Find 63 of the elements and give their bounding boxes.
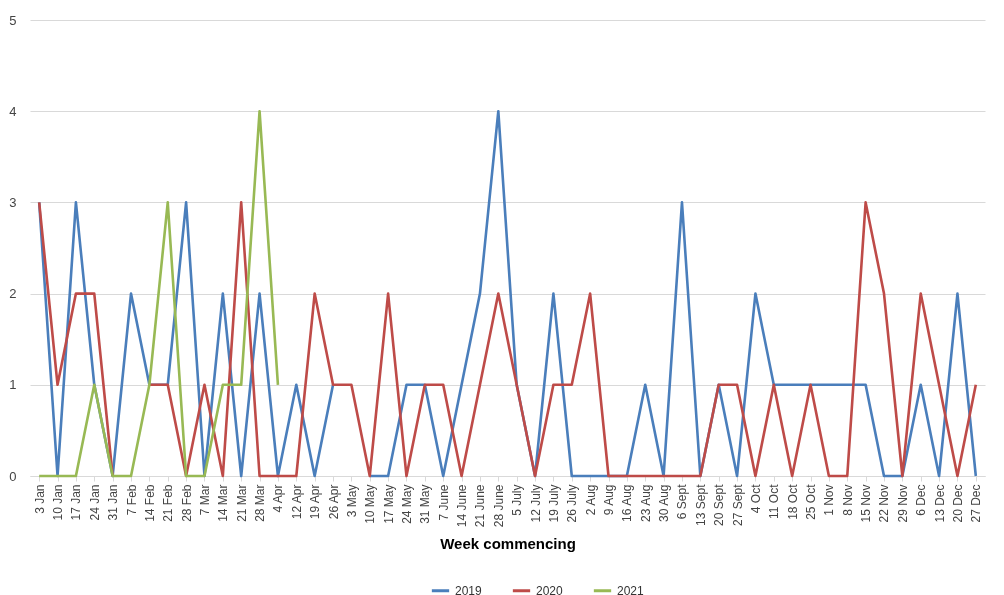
x-tick-label: 23 Aug bbox=[638, 484, 653, 522]
x-tick-label: 10 May bbox=[363, 484, 378, 524]
x-tick-label: 9 Aug bbox=[602, 484, 617, 516]
line-series bbox=[37, 109, 280, 478]
x-tick-label: 28 June bbox=[491, 484, 506, 528]
x-tick-label: 4 Apr bbox=[271, 484, 286, 513]
y-tick-label: 3 bbox=[9, 194, 17, 210]
x-tick-label: 12 Apr bbox=[289, 484, 304, 520]
x-tick-label: 27 Sept bbox=[730, 483, 745, 526]
x-tick-label: 21 Feb bbox=[161, 484, 176, 522]
x-tick-label: 26 Apr bbox=[326, 484, 341, 520]
x-tick-label: 15 Nov bbox=[859, 484, 874, 523]
x-tick-label: 17 Jan bbox=[69, 484, 84, 521]
x-tick-label: 24 May bbox=[399, 484, 414, 524]
y-tick-label: 0 bbox=[9, 468, 17, 484]
x-tick-label: 8 Nov bbox=[840, 484, 855, 516]
x-tick-label: 14 Feb bbox=[142, 484, 157, 522]
y-tick-label: 2 bbox=[9, 286, 17, 302]
y-tick-label: 4 bbox=[9, 103, 17, 119]
legend-label: 2019 bbox=[455, 583, 483, 595]
x-tick-label: 6 Sept bbox=[675, 483, 690, 520]
x-tick-label: 5 July bbox=[510, 484, 525, 516]
x-tick-label: 17 May bbox=[381, 484, 396, 524]
x-tick-label: 22 Nov bbox=[877, 484, 892, 523]
y-tick-label: 5 bbox=[9, 12, 17, 28]
x-tick-label: 24 Jan bbox=[87, 484, 102, 521]
y-tick-label: 1 bbox=[9, 377, 17, 393]
legend-label: 2021 bbox=[617, 583, 645, 595]
x-tick-label: 13 Dec bbox=[932, 484, 947, 523]
x-tick-label: 1 Nov bbox=[822, 484, 837, 516]
x-tick-label: 26 July bbox=[565, 484, 580, 523]
x-tick-label: 19 Apr bbox=[308, 484, 323, 520]
x-tick-label: 14 Mar bbox=[216, 484, 231, 522]
x-tick-label: 7 Mar bbox=[197, 484, 212, 516]
x-tick-label: 7 Feb bbox=[124, 484, 139, 516]
x-tick-label: 11 Oct bbox=[767, 483, 782, 519]
x-tick-label: 14 June bbox=[455, 484, 470, 528]
x-tick-label: 21 Mar bbox=[234, 484, 249, 522]
x-tick-label: 20 Sept bbox=[712, 483, 727, 526]
x-tick-label: 7 June bbox=[436, 484, 451, 521]
x-tick-label: 25 Oct bbox=[804, 483, 819, 520]
x-tick-label: 16 Aug bbox=[620, 484, 635, 522]
x-tick-label: 19 July bbox=[546, 484, 561, 523]
x-axis-title: Week commencing bbox=[440, 535, 576, 553]
x-tick-label: 31 May bbox=[418, 484, 433, 524]
x-tick-label: 2 Aug bbox=[583, 484, 598, 516]
x-tick-label: 28 Feb bbox=[179, 484, 194, 522]
x-tick-label: 12 July bbox=[528, 484, 543, 523]
x-tick-label: 27 Dec bbox=[969, 484, 984, 523]
x-tick-label: 30 Aug bbox=[657, 484, 672, 522]
x-tick-label: 13 Sept bbox=[693, 483, 708, 526]
x-tick-label: 10 Jan bbox=[51, 484, 66, 521]
legend-label: 2020 bbox=[536, 583, 564, 595]
x-tick-label: 18 Oct bbox=[785, 483, 800, 520]
x-tick-label: 4 Oct bbox=[748, 483, 763, 514]
x-tick-label: 21 June bbox=[473, 484, 488, 528]
x-tick-label: 31 Jan bbox=[106, 484, 121, 521]
x-tick-label: 20 Dec bbox=[950, 484, 965, 523]
x-tick-label: 6 Dec bbox=[914, 484, 929, 516]
x-tick-label: 28 Mar bbox=[253, 484, 268, 522]
x-tick-label: 3 Jan bbox=[32, 484, 47, 514]
x-tick-label: 3 May bbox=[344, 484, 359, 518]
x-tick-label: 29 Nov bbox=[895, 484, 910, 523]
